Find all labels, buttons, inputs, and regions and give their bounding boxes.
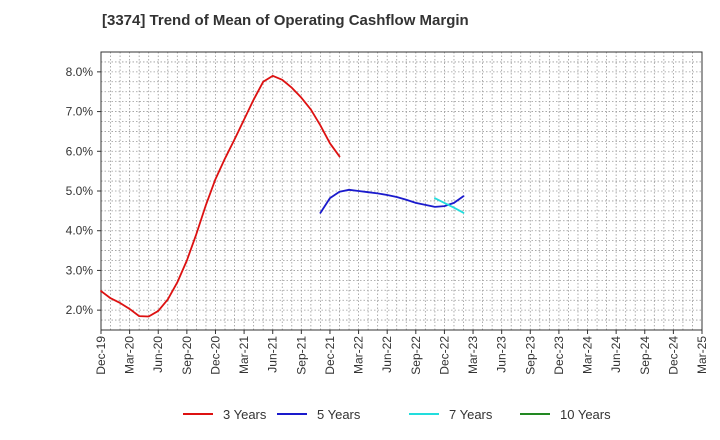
x-tick-label: Dec-20 [208,336,222,375]
x-tick-label: Sep-24 [638,336,652,375]
series-line-3-years [100,74,341,318]
x-tick-label: Dec-22 [437,336,451,375]
legend-label: 3 Years [223,407,267,422]
legend: 3 Years 5 Years 7 Years 10 Years [183,407,611,422]
y-tick-label: 6.0% [66,144,94,158]
x-tick-label: Jun-23 [495,336,509,373]
series-line-7-years [433,197,465,214]
legend-item: 10 Years [520,407,611,422]
x-tick-label: Dec-21 [323,336,337,375]
x-tick-label: Dec-23 [552,336,566,375]
legend-label: 5 Years [317,407,361,422]
x-tick-label: Mar-22 [352,336,366,374]
x-tick-label: Jun-21 [266,336,280,373]
y-tick-label: 5.0% [66,184,94,198]
x-axis: Dec-19 Mar-20 Jun-20 Sep-20 Dec-20 Mar-21 Jun-… [94,330,709,375]
x-tick-label: Jun-22 [380,336,394,373]
chart-title: [3374] Trend of Mean of Operating Cashfl… [102,12,469,29]
legend-label: 10 Years [560,407,611,422]
x-tick-label: Mar-25 [695,336,709,374]
x-tick-label: Sep-22 [409,336,423,375]
x-tick-label: Jun-20 [151,336,165,373]
series-line-5-years [319,188,465,214]
y-axis: 2.0% 3.0% 4.0% 5.0% 6.0% 7.0% 8.0% [66,65,101,317]
x-tick-label: Mar-23 [466,336,480,374]
legend-item: 7 Years [409,407,493,422]
y-tick-label: 8.0% [66,65,94,79]
x-tick-label: Sep-21 [294,336,308,375]
x-tick-label: Dec-24 [666,336,680,375]
x-tick-label: Mar-20 [123,336,137,374]
y-tick-label: 3.0% [66,263,94,277]
plot-background [101,52,702,330]
x-tick-label: Jun-24 [609,336,623,373]
x-tick-label: Sep-20 [180,336,194,375]
y-tick-label: 2.0% [66,303,94,317]
legend-item: 3 Years [183,407,267,422]
legend-item: 5 Years [277,407,361,422]
x-tick-label: Dec-19 [94,336,108,375]
series-lines [100,74,465,318]
x-tick-label: Mar-24 [581,336,595,374]
y-tick-label: 7.0% [66,105,94,119]
plot-area [101,52,702,330]
x-tick-label: Sep-23 [523,336,537,375]
x-tick-label: Mar-21 [237,336,251,374]
legend-label: 7 Years [449,407,493,422]
y-tick-label: 4.0% [66,224,94,238]
